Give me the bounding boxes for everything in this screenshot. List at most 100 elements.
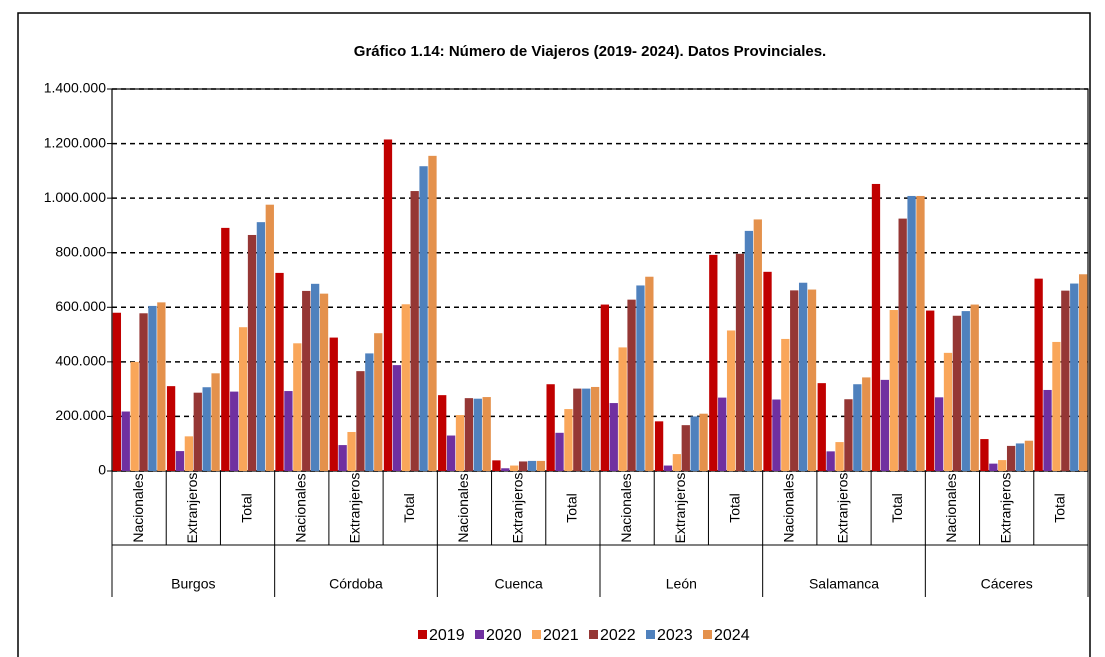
bar	[898, 218, 907, 471]
x-tick-label: Total	[889, 493, 905, 523]
y-tick-label: 800.000	[55, 243, 106, 259]
bar	[374, 333, 383, 471]
bar	[1015, 443, 1025, 471]
bar	[238, 327, 248, 471]
bar	[980, 439, 989, 471]
bar	[365, 353, 374, 471]
bar	[1070, 283, 1079, 471]
bar	[1034, 278, 1043, 471]
bar	[744, 230, 754, 471]
bar	[709, 254, 718, 471]
bar	[970, 304, 979, 471]
x-tick-label: Total	[238, 493, 254, 523]
x-tick-label: Nacionales	[130, 473, 146, 542]
bar	[501, 468, 510, 471]
bar	[302, 290, 311, 471]
group-label: Córdoba	[329, 576, 383, 592]
bar	[410, 191, 419, 471]
bar	[211, 373, 220, 471]
bar	[618, 347, 627, 471]
bar	[284, 391, 293, 471]
bar	[446, 435, 456, 471]
bar	[482, 397, 491, 471]
bar	[582, 388, 591, 471]
bar	[256, 222, 266, 471]
group-label: Cuenca	[495, 576, 543, 592]
bar	[293, 343, 302, 471]
legend-label: 2022	[600, 627, 636, 644]
bar	[230, 391, 239, 471]
bar	[699, 413, 708, 471]
bar	[880, 379, 890, 471]
x-tick-label: Extranjeros	[509, 473, 525, 544]
bar	[329, 337, 338, 471]
x-tick-label: Nacionales	[618, 473, 634, 542]
bar	[492, 460, 501, 471]
y-tick-label: 200.000	[55, 407, 106, 423]
bar	[844, 399, 853, 471]
bar	[609, 403, 618, 471]
bar	[753, 219, 762, 471]
bar	[772, 399, 781, 471]
bar	[871, 183, 881, 471]
group-label: Burgos	[171, 576, 215, 592]
bar	[889, 310, 898, 471]
bar	[1078, 274, 1088, 471]
bar	[907, 195, 916, 471]
group-label: León	[666, 576, 697, 592]
bar	[916, 195, 925, 471]
bar	[347, 431, 356, 471]
x-tick-label: Extranjeros	[672, 473, 688, 544]
y-tick-label: 1.200.000	[44, 134, 106, 150]
bar	[726, 330, 736, 471]
bar	[202, 387, 211, 471]
legend-swatch	[475, 630, 484, 639]
x-tick-label: Total	[726, 493, 742, 523]
bar	[943, 352, 953, 471]
bar	[645, 276, 654, 471]
bar	[265, 204, 274, 472]
bar	[763, 271, 772, 471]
legend-swatch	[532, 630, 541, 639]
y-tick-label: 600.000	[55, 298, 106, 314]
bar	[681, 425, 690, 471]
bar	[998, 460, 1007, 471]
bar	[1043, 389, 1052, 471]
x-tick-label: Nacionales	[780, 473, 796, 542]
bar	[175, 451, 185, 471]
bar	[438, 395, 447, 471]
legend-swatch	[589, 630, 598, 639]
bar	[319, 293, 329, 471]
bar	[1006, 445, 1016, 471]
bar	[464, 398, 474, 471]
x-tick-label: Total	[401, 493, 417, 523]
bar	[817, 383, 826, 471]
bar	[130, 361, 139, 471]
bar	[121, 411, 130, 471]
bar	[383, 139, 393, 471]
bar	[455, 415, 465, 471]
x-tick-label: Extranjeros	[184, 473, 200, 544]
bar	[275, 272, 284, 471]
bar	[961, 311, 970, 471]
bar	[546, 384, 555, 471]
bar	[672, 454, 682, 471]
x-tick-label: Nacionales	[455, 473, 471, 542]
bar	[510, 465, 519, 471]
chart-title: Gráfico 1.14: Número de Viajeros (2019- …	[354, 43, 826, 60]
x-tick-label: Extranjeros	[835, 473, 851, 544]
bar	[826, 451, 835, 471]
bar	[934, 397, 944, 471]
bar	[473, 398, 482, 471]
y-tick-label: 400.000	[55, 353, 106, 369]
bar	[781, 338, 790, 471]
bar	[555, 432, 564, 471]
legend-swatch	[703, 630, 712, 639]
bar	[853, 384, 862, 471]
bar	[310, 283, 320, 471]
bar	[807, 289, 817, 471]
y-tick-label: 1.000.000	[44, 189, 106, 205]
y-tick-label: 1.400.000	[44, 80, 106, 96]
bar	[654, 421, 664, 471]
